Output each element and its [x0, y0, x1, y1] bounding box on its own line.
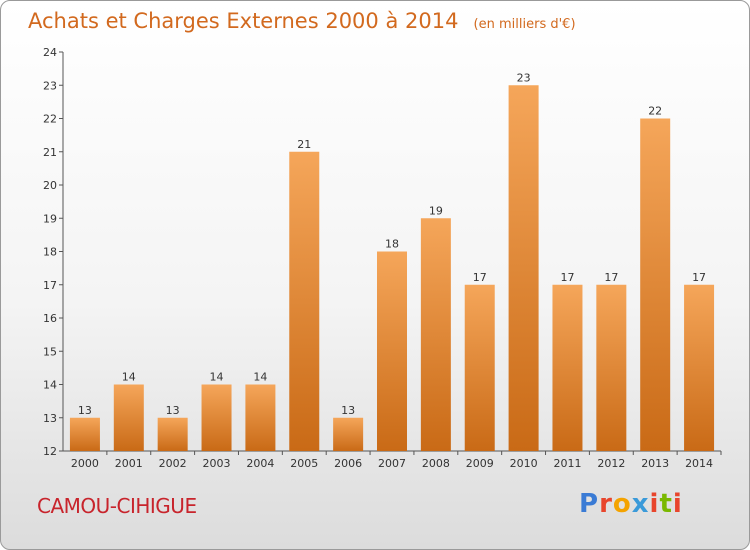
logo-letter: t: [659, 489, 673, 519]
bar-2008: [420, 218, 451, 451]
data-label-2006: 13: [341, 404, 355, 417]
chart-axes: 12 13 14 15 16 17 18 19 20 21 22 23 24 2000 2001 2002 20…: [43, 46, 722, 470]
y-tick-label: 21: [43, 146, 57, 159]
x-tick-label-2014: 2014: [685, 457, 713, 470]
chart-title-block: Achats et Charges Externes 2000 à 2014 (…: [28, 9, 576, 33]
bar-2004: [245, 384, 276, 451]
y-tick-label: 16: [43, 312, 57, 325]
x-tick-label-2002: 2002: [159, 457, 187, 470]
y-tick-label: 22: [43, 113, 57, 126]
bar-2013: [640, 118, 671, 451]
bar-2000: [69, 417, 100, 451]
y-tick-label: 13: [43, 412, 57, 425]
data-label-2005: 21: [297, 138, 311, 151]
y-tick-label: 17: [43, 279, 57, 292]
bar-2009: [464, 284, 495, 451]
y-tick-label: 19: [43, 212, 57, 225]
x-tick-label-2003: 2003: [203, 457, 231, 470]
data-label-2003: 14: [210, 371, 224, 384]
data-label-2014: 17: [692, 271, 706, 284]
x-tick-label-2012: 2012: [597, 457, 625, 470]
y-tick-label: 24: [43, 46, 57, 59]
bar-2007: [377, 251, 407, 451]
y-tick-label: 23: [43, 79, 57, 92]
data-label-2013: 22: [648, 105, 662, 118]
y-tick-label: 18: [43, 246, 57, 259]
y-tick-label: 12: [43, 445, 57, 458]
logo-letter: P: [579, 489, 600, 519]
data-label-2002: 13: [166, 404, 180, 417]
commune-name: CAMOU-CIHIGUE: [37, 494, 197, 518]
data-label-2008: 19: [429, 204, 443, 217]
x-tick-label-2000: 2000: [71, 457, 99, 470]
logo-letter: r: [599, 489, 613, 519]
logo-letter: i: [649, 489, 660, 519]
data-label-2012: 17: [604, 271, 618, 284]
x-tick-label-2013: 2013: [641, 457, 669, 470]
data-label-2010: 23: [517, 71, 531, 84]
y-tick-label: 15: [43, 345, 57, 358]
logo-letter: x: [631, 489, 650, 519]
x-tick-label-2005: 2005: [290, 457, 318, 470]
data-label-2009: 17: [473, 271, 487, 284]
data-label-2007: 18: [385, 238, 399, 251]
chart-bars: 13 14 13 14 14 21 13 18 19 17 23 17 17 22 17: [69, 71, 715, 451]
x-tick-label-2007: 2007: [378, 457, 406, 470]
data-label-2011: 17: [560, 271, 574, 284]
bar-2010: [508, 85, 539, 451]
y-tick-label: 20: [43, 179, 57, 192]
bar-2001: [113, 384, 144, 451]
x-tick-label-2010: 2010: [510, 457, 538, 470]
x-tick-label-2011: 2011: [553, 457, 581, 470]
data-label-2004: 14: [253, 371, 267, 384]
logo-letter: i: [672, 489, 683, 519]
bar-2006: [333, 417, 364, 451]
bar-2003: [201, 384, 232, 451]
x-tick-label-2004: 2004: [246, 457, 274, 470]
data-label-2001: 14: [122, 371, 136, 384]
logo-letter: o: [612, 489, 632, 519]
bar-2005: [289, 151, 320, 451]
x-tick-label-2008: 2008: [422, 457, 450, 470]
x-tick-label-2006: 2006: [334, 457, 362, 470]
x-tick-label-2009: 2009: [466, 457, 494, 470]
data-label-2000: 13: [78, 404, 92, 417]
bar-2002: [157, 417, 188, 451]
bar-2012: [596, 284, 627, 451]
proxiti-logo[interactable]: Proxiti: [579, 489, 683, 519]
bar-2011: [552, 284, 583, 451]
bar-2014: [684, 284, 715, 451]
y-tick-label: 14: [43, 379, 57, 392]
x-tick-label-2001: 2001: [115, 457, 143, 470]
chart-subtitle: (en milliers d'€): [473, 17, 576, 32]
chart-title: Achats et Charges Externes 2000 à 2014: [28, 9, 459, 33]
